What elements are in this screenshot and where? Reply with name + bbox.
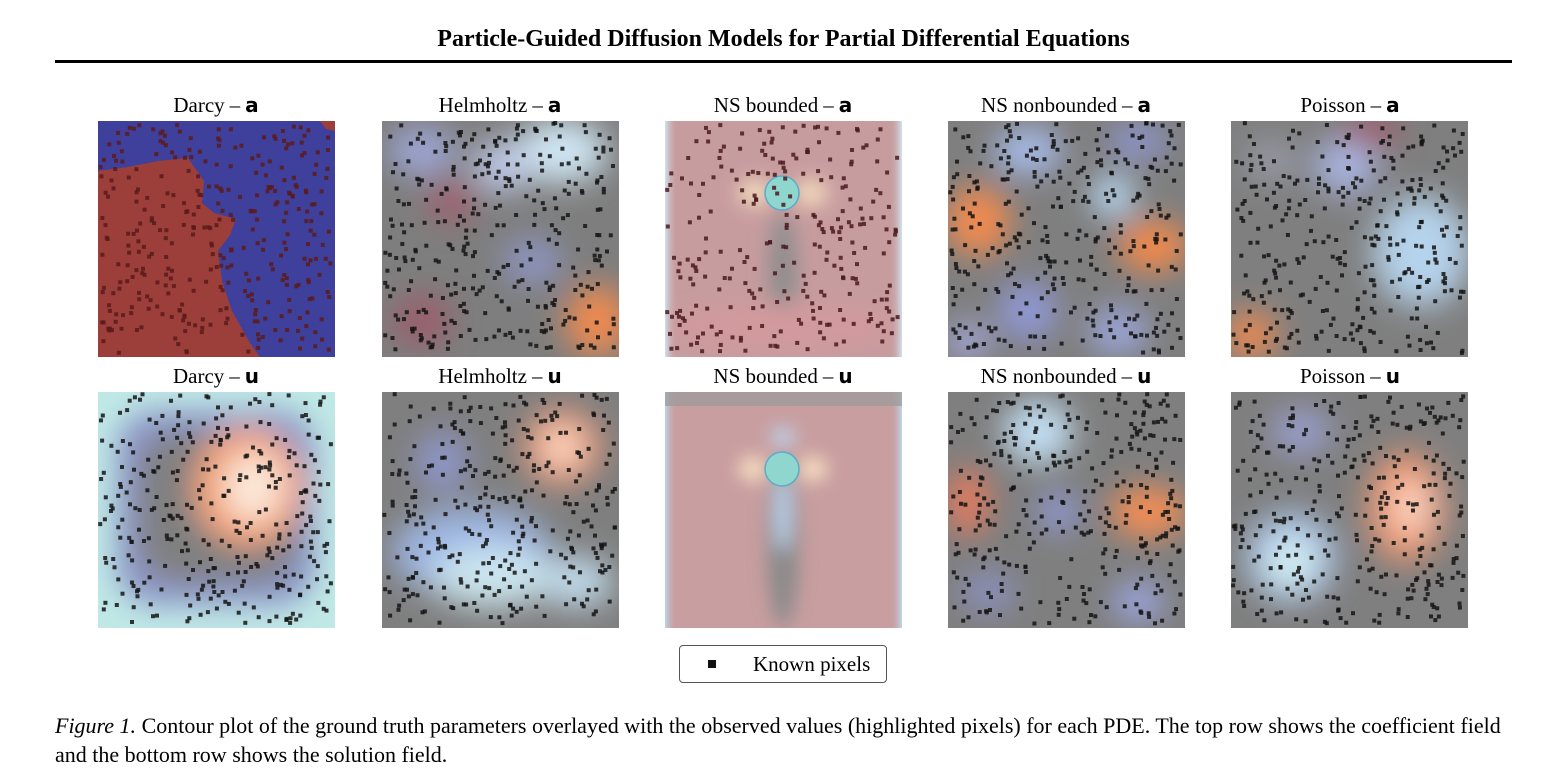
panel-helmholtz-u [382,392,619,628]
panel-title-ns-nonbounded-a: NS nonbounded – a [981,93,1151,117]
figure-caption: Figure 1. Contour plot of the ground tru… [55,711,1515,769]
panel-title-darcy-a: Darcy – a [173,93,259,117]
panel-title-helmholtz-u: Helmholtz – u [438,364,562,388]
panel-title-poisson-a: Poisson – a [1300,93,1400,117]
panel-darcy-u [98,392,335,628]
panel-ns-bounded-a [665,121,902,357]
panel-title-helmholtz-a: Helmholtz – a [438,93,562,117]
panel-poisson-a [1231,121,1468,357]
panel-title-poisson-u: Poisson – u [1299,364,1401,388]
panel-title-ns-nonbounded-u: NS nonbounded – u [980,364,1152,388]
caption-text: Contour plot of the ground truth paramet… [55,713,1501,767]
paper-running-title: Particle-Guided Diffusion Models for Par… [437,26,1130,52]
panel-darcy-a [98,121,335,357]
header-rule [55,60,1512,63]
panel-ns-nonbounded-u [948,392,1185,628]
panel-title-ns-bounded-u: NS bounded – u [713,364,853,388]
panel-title-ns-bounded-a: NS bounded – a [713,93,853,117]
figure-legend: Known pixels [679,645,887,683]
panel-poisson-u [1231,392,1468,628]
known-pixel-marker [708,660,716,668]
caption-label: Figure 1. [55,713,137,738]
panel-helmholtz-a [382,121,619,357]
panel-ns-nonbounded-a [948,121,1185,357]
legend-label: Known pixels [753,652,871,676]
panel-ns-bounded-u [665,392,902,628]
panel-title-darcy-u: Darcy – u [172,364,260,388]
